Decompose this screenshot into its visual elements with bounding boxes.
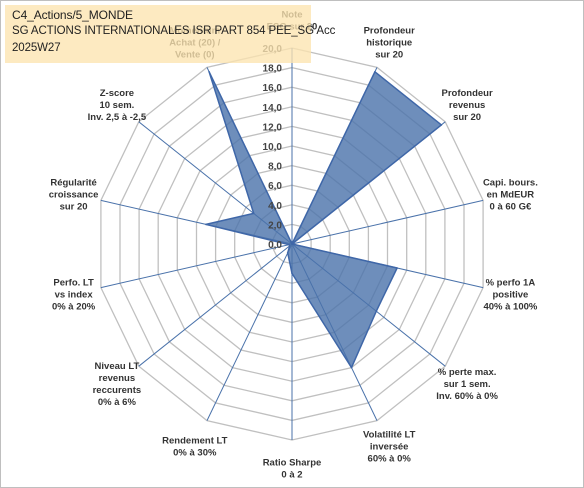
axis-label-12: Z-score 10 sem. Inv. 2,5 à -2,5 xyxy=(88,88,147,123)
spoke-8 xyxy=(206,243,293,421)
chart-title-category: C4_Actions/5_MONDE xyxy=(12,8,133,22)
axis-label-10: Perfo. LT vs index 0% à 20% xyxy=(52,277,96,312)
data-point-11 xyxy=(205,223,207,226)
chart-title-fund: SG ACTIONS INTERNATIONALES ISR PART 854 … xyxy=(12,25,336,37)
tick-label-2: 4,0 xyxy=(268,201,282,212)
axis-label-2: Profondeur revenus sur 20 xyxy=(441,88,492,123)
spoke-10 xyxy=(100,243,293,289)
axis-label-4: % perfo 1A positive 40% à 100% xyxy=(483,277,537,312)
tick-label-3: 6,0 xyxy=(268,181,282,192)
axis-label-11: Régularité croissance sur 20 xyxy=(49,178,99,213)
axis-label-5: % perte max. sur 1 sem. Inv. 60% à 0% xyxy=(436,367,498,402)
data-point-12 xyxy=(252,212,255,215)
tick-label-7: 14,0 xyxy=(263,103,283,114)
axis-label-7: Ratio Sharpe 0 à 2 xyxy=(263,458,322,481)
tick-label-0: 0,0 xyxy=(268,240,282,251)
axis-label-3: Capi. bours. en MdEUR 0 à 60 G€ xyxy=(483,178,538,213)
axis-label-6: Volatilité LT inversée 60% à 0% xyxy=(363,429,416,464)
data-point-10 xyxy=(288,243,290,246)
tick-label-9: 18,0 xyxy=(263,64,283,75)
tick-label-8: 16,0 xyxy=(263,83,283,94)
data-point-13 xyxy=(208,71,210,73)
data-point-6 xyxy=(350,366,353,369)
data-point-2 xyxy=(440,124,443,126)
series-layer xyxy=(205,71,443,369)
axis-label-9: Niveau LT revenus reccurents 0% à 6% xyxy=(93,361,142,408)
axis-label-8: Rendement LT 0% à 30% xyxy=(162,435,227,458)
data-point-1 xyxy=(374,71,376,73)
tick-label-4: 8,0 xyxy=(268,162,282,173)
spoke-3 xyxy=(291,199,484,245)
data-point-7 xyxy=(291,272,293,275)
spoke-9 xyxy=(138,243,293,367)
data-point-5 xyxy=(375,310,378,313)
chart-title-box: C4_Actions/5_MONDE SG ACTIONS INTERNATIO… xyxy=(5,5,335,63)
data-point-3 xyxy=(291,243,293,245)
chart-title-week: 2025W27 xyxy=(12,42,61,54)
tick-label-6: 12,0 xyxy=(263,122,283,133)
axis-label-1: Profondeur historique sur 20 xyxy=(364,26,415,61)
tick-label-1: 2,0 xyxy=(268,220,282,231)
data-point-8 xyxy=(286,252,289,254)
tick-label-5: 10,0 xyxy=(263,142,283,153)
data-point-4 xyxy=(396,267,398,269)
